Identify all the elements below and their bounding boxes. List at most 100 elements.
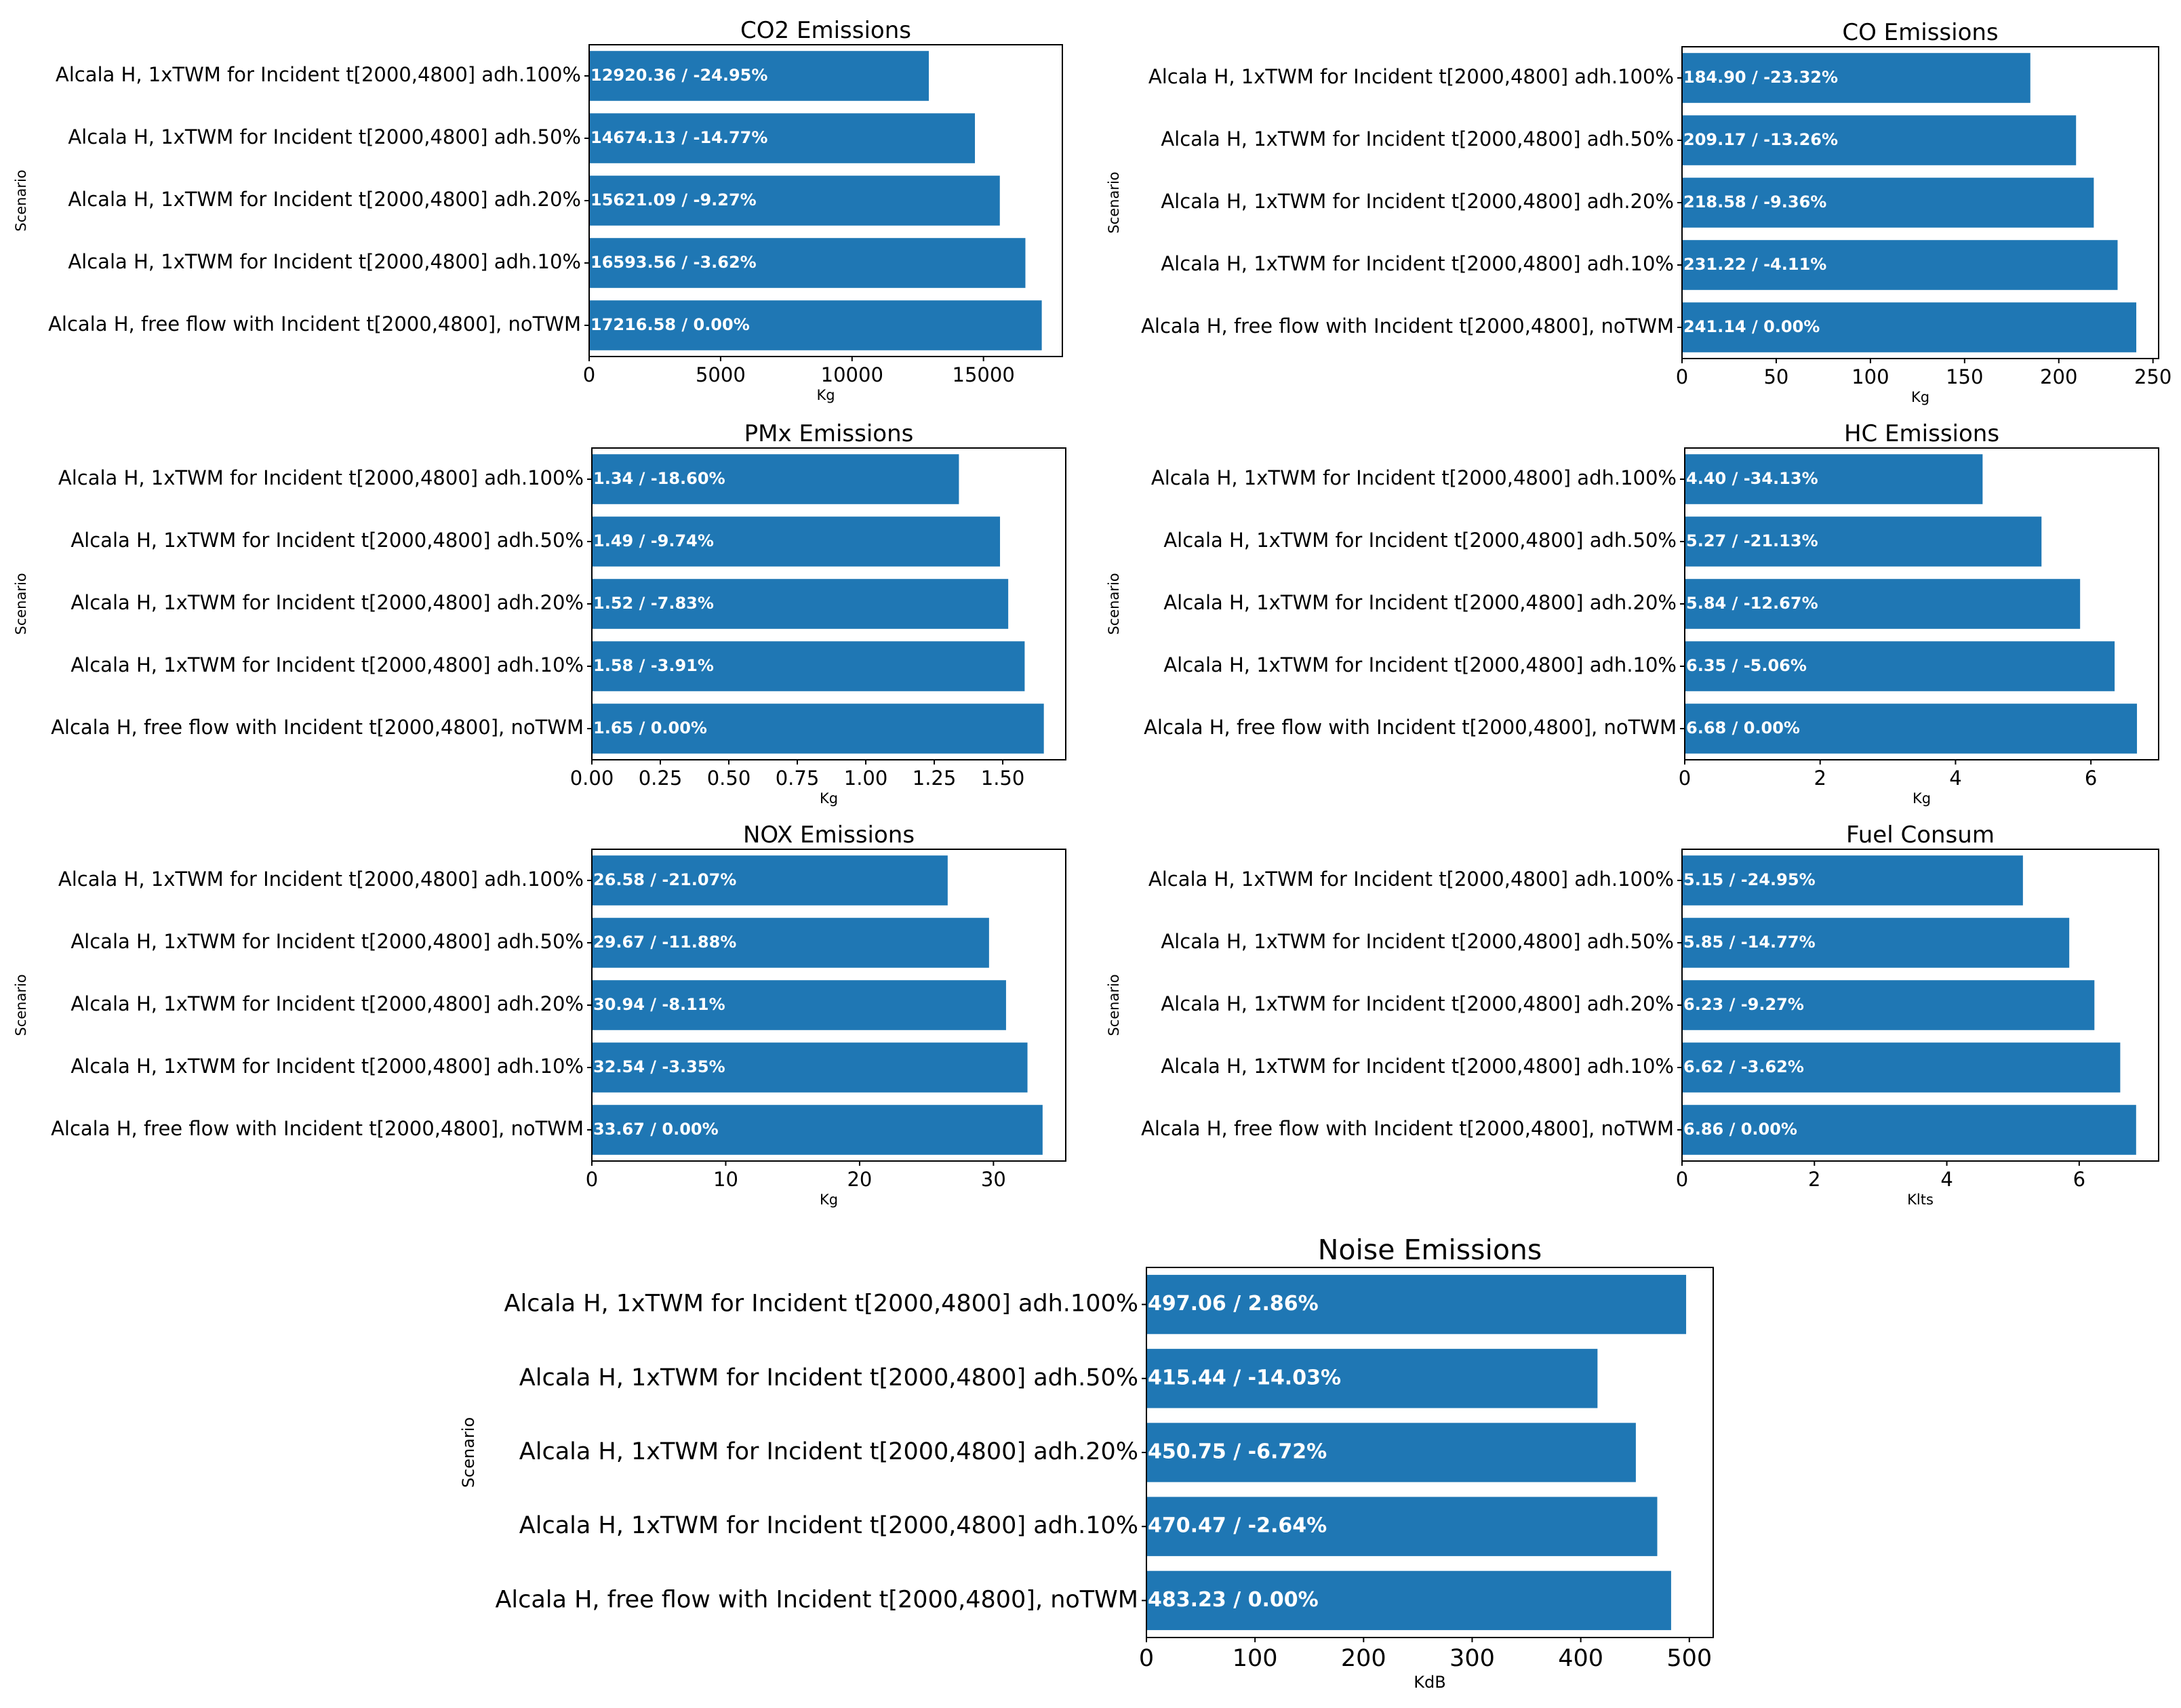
x-tick-label: 0 [1139, 1645, 1154, 1672]
chart-title: CO2 Emissions [740, 17, 911, 44]
x-tick-label: 10 [713, 1168, 738, 1191]
bar [592, 1105, 1043, 1155]
x-tick-label: 15000 [953, 363, 1015, 386]
chart-co2: 12920.36 / -24.95% 14674.13 / -14.77% 1562… [13, 17, 1063, 403]
y-tick-label: Alcala H, 1xTWM for Incident t[2000,4800… [71, 591, 584, 614]
y-tick-label: Alcala H, free flow with Incident t[2000… [1141, 314, 1674, 338]
y-tick-label: Alcala H, free flow with Incident t[2000… [48, 312, 581, 336]
x-tick-label: 4 [1940, 1168, 1953, 1191]
y-tick-label: Alcala H, 1xTWM for Incident t[2000,4800… [504, 1290, 1138, 1318]
x-tick-label: 10000 [821, 363, 883, 386]
x-tick-label: 0.75 [776, 767, 820, 790]
bar-value-label: 14674.13 / -14.77% [591, 128, 767, 147]
x-tick-label: 5000 [696, 363, 746, 386]
x-tick-label: 1.50 [981, 767, 1025, 790]
chart-title: HC Emissions [1844, 420, 1999, 447]
bar-value-label: 241.14 / 0.00% [1683, 317, 1820, 336]
chart-hc: 4.40 / -34.13% 5.27 / -21.13% 5.84 / -12.6… [1106, 420, 2159, 807]
bar-value-label: 5.15 / -24.95% [1683, 870, 1816, 889]
chart-title: NOX Emissions [743, 821, 915, 849]
bar [589, 176, 1000, 226]
bar-value-label: 32.54 / -3.35% [593, 1057, 725, 1076]
y-tick-label: Alcala H, 1xTWM for Incident t[2000,4800… [519, 1512, 1138, 1539]
x-tick-label: 0.00 [570, 767, 614, 790]
bar-value-label: 470.47 / -2.64% [1148, 1514, 1327, 1538]
bar-value-label: 30.94 / -8.11% [593, 995, 725, 1014]
bar [1682, 302, 2137, 352]
y-axis-label: Scenario [13, 573, 29, 634]
bar-value-label: 16593.56 / -3.62% [591, 253, 757, 272]
bar-value-label: 450.75 / -6.72% [1148, 1440, 1327, 1464]
bar-value-label: 5.85 / -14.77% [1683, 933, 1816, 952]
x-tick-label: 1.00 [844, 767, 888, 790]
x-axis-label: Kg [1911, 389, 1929, 405]
x-tick-label: 6 [2073, 1168, 2085, 1191]
bar-value-label: 5.27 / -21.13% [1686, 531, 1818, 550]
y-tick-label: Alcala H, 1xTWM for Incident t[2000,4800… [519, 1364, 1138, 1391]
chart-co: 184.90 / -23.32% 209.17 / -13.26% 218.58 /… [1106, 19, 2172, 405]
y-tick-label: Alcala H, free flow with Incident t[2000… [51, 1117, 584, 1140]
y-tick-label: Alcala H, 1xTWM for Incident t[2000,4800… [68, 250, 581, 273]
y-tick-label: Alcala H, 1xTWM for Incident t[2000,4800… [1163, 529, 1677, 552]
bar [1146, 1497, 1658, 1556]
x-axis-label: Kg [820, 790, 838, 807]
bar [1685, 579, 2081, 629]
bar-value-label: 6.86 / 0.00% [1683, 1120, 1797, 1139]
bar-value-label: 6.35 / -5.06% [1686, 656, 1807, 675]
bar-value-label: 483.23 / 0.00% [1148, 1588, 1319, 1612]
bar-value-label: 6.23 / -9.27% [1683, 995, 1804, 1014]
bar-value-label: 1.34 / -18.60% [593, 469, 725, 488]
bar [1682, 115, 2077, 165]
bar-value-label: 15621.09 / -9.27% [591, 190, 757, 209]
y-tick-label: Alcala H, free flow with Incident t[2000… [51, 716, 584, 739]
y-tick-label: Alcala H, 1xTWM for Incident t[2000,4800… [56, 63, 581, 86]
x-axis-label: Kg [816, 387, 835, 403]
y-axis-label: Scenario [1106, 974, 1122, 1036]
x-tick-label: 50 [1763, 365, 1788, 388]
bar-value-label: 5.84 / -12.67% [1686, 594, 1818, 613]
bar [1146, 1570, 1671, 1631]
bar-value-label: 231.22 / -4.11% [1683, 255, 1826, 274]
y-tick-label: Alcala H, 1xTWM for Incident t[2000,4800… [1161, 1055, 1674, 1078]
bar [1682, 980, 2095, 1030]
bar [1685, 641, 2115, 691]
bar [1685, 704, 2138, 754]
chart-title: CO Emissions [1842, 19, 1998, 46]
bar-value-label: 4.40 / -34.13% [1686, 469, 1818, 488]
y-tick-label: Alcala H, 1xTWM for Incident t[2000,4800… [1163, 591, 1677, 614]
bar [592, 980, 1006, 1030]
bar [1682, 1042, 2121, 1093]
x-tick-label: 500 [1666, 1645, 1712, 1672]
x-tick-label: 6 [2085, 767, 2097, 790]
bar [1682, 1105, 2136, 1155]
x-tick-label: 20 [847, 1168, 872, 1191]
bar-value-label: 33.67 / 0.00% [593, 1120, 719, 1139]
bar-value-label: 6.68 / 0.00% [1686, 718, 1800, 737]
x-tick-label: 0.25 [639, 767, 683, 790]
bar [1685, 454, 1983, 504]
y-axis-label: Scenario [13, 169, 29, 231]
x-tick-label: 2 [1808, 1168, 1820, 1191]
chart-nox: 26.58 / -21.07% 29.67 / -11.88% 30.94 / -8… [13, 821, 1066, 1208]
y-axis-label: Scenario [1106, 171, 1122, 233]
bar [589, 51, 929, 101]
y-tick-label: Alcala H, 1xTWM for Incident t[2000,4800… [1161, 252, 1674, 275]
bar-value-label: 218.58 / -9.36% [1683, 192, 1826, 211]
y-tick-label: Alcala H, 1xTWM for Incident t[2000,4800… [1148, 65, 1674, 88]
y-tick-label: Alcala H, free flow with Incident t[2000… [1144, 716, 1677, 739]
x-tick-label: 0 [1676, 365, 1688, 388]
bar [589, 238, 1026, 288]
x-tick-label: 100 [1233, 1645, 1278, 1672]
x-axis-label: Kg [820, 1192, 838, 1208]
chart-title: PMx Emissions [744, 420, 914, 447]
x-tick-label: 0 [586, 1168, 598, 1191]
y-tick-label: Alcala H, 1xTWM for Incident t[2000,4800… [1161, 930, 1674, 953]
y-tick-label: Alcala H, 1xTWM for Incident t[2000,4800… [71, 1055, 584, 1078]
bar-value-label: 17216.58 / 0.00% [591, 315, 750, 334]
y-tick-label: Alcala H, 1xTWM for Incident t[2000,4800… [71, 992, 584, 1015]
x-tick-label: 250 [2134, 365, 2172, 388]
bar [592, 918, 989, 968]
y-tick-label: Alcala H, 1xTWM for Incident t[2000,4800… [71, 653, 584, 676]
bar-value-label: 1.65 / 0.00% [593, 718, 707, 737]
x-axis-label: KdB [1414, 1673, 1445, 1692]
